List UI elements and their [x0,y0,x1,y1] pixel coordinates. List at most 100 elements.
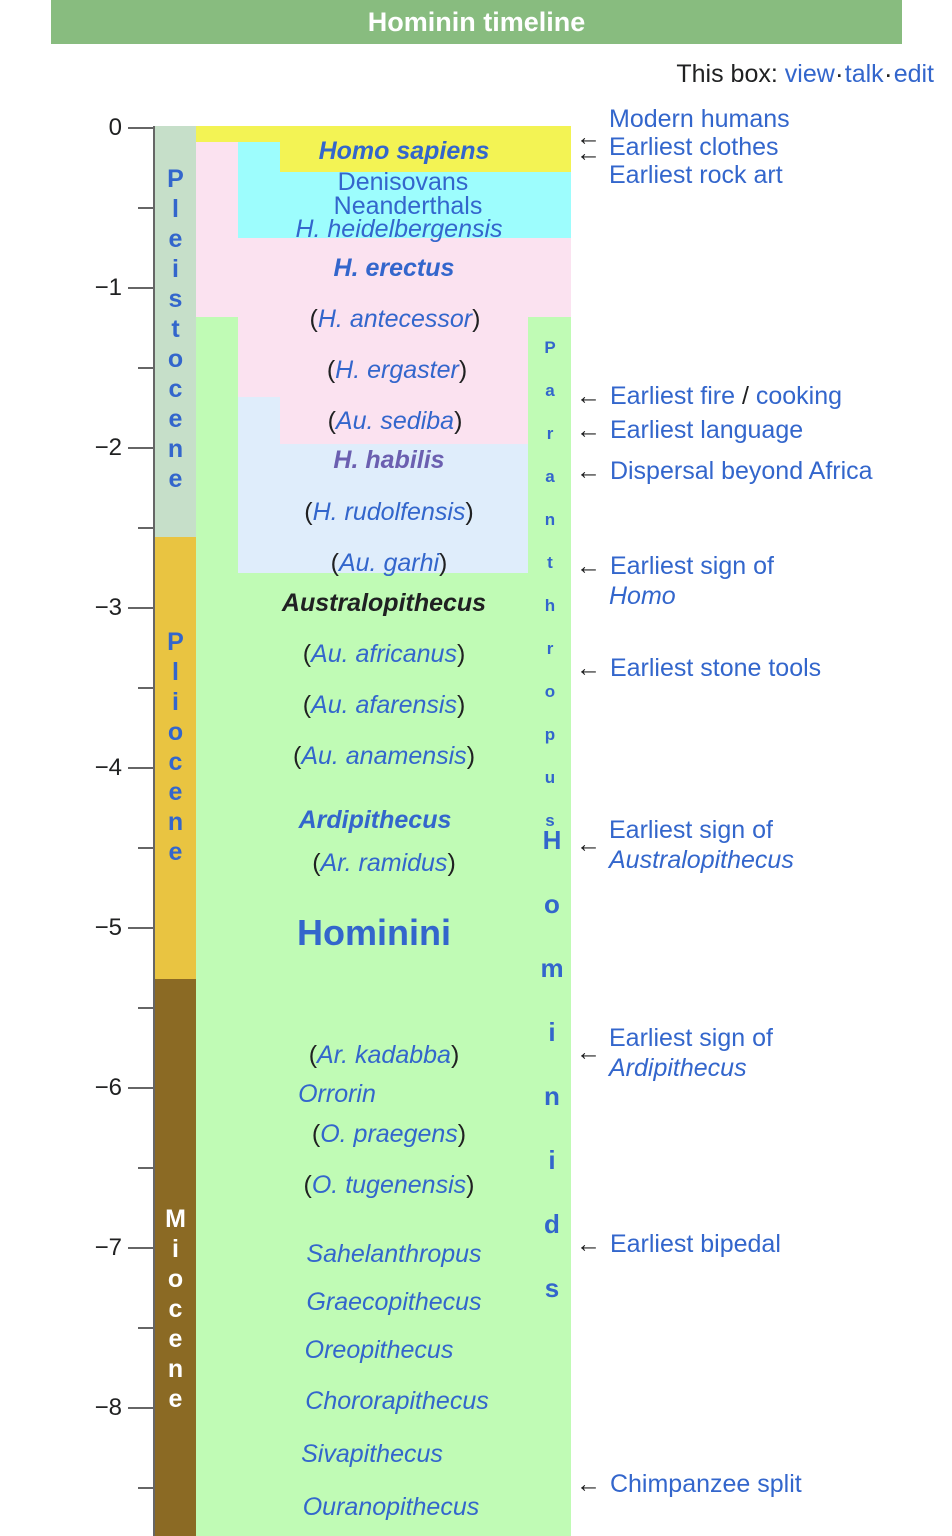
hominids-letter: s [544,1273,560,1303]
taxon-heidelbergensis[interactable]: H. heidelbergensis [295,215,503,243]
arrow-icon: ← [576,1230,601,1258]
taxon-ergaster-link[interactable]: H. ergaster [335,356,459,384]
tick-8 [128,1407,154,1409]
tick-minor [138,687,154,689]
taxon-rudolfensis: (H. rudolfensis) [304,498,474,526]
taxon-anamensis-link[interactable]: Au. anamensis [301,742,467,770]
taxon-afarensis-link[interactable]: Au. afarensis [311,691,457,719]
event-earliest-clothes: Earliest clothes [609,132,779,162]
taxon-denisovans[interactable]: Denisovans [337,168,469,196]
epoch-letter: e [168,1385,183,1413]
tick-minor [138,1007,154,1009]
tick-1 [128,287,154,289]
tick-6 [128,1087,154,1089]
taxon-ardipithecus[interactable]: Ardipithecus [298,806,452,834]
event-earliest-australopithecus-link[interactable]: Earliest sign of [609,816,773,844]
event-earliest-bipedal-link[interactable]: Earliest bipedal [609,1230,781,1258]
event-earliest-bipedal: ← Earliest bipedal [576,1229,781,1259]
taxon-rudolfensis-link[interactable]: H. rudolfensis [312,498,466,526]
taxon-praegens-link[interactable]: O. praegens [320,1120,458,1148]
taxon-sahelanthropus[interactable]: Sahelanthropus [306,1240,482,1268]
paranthropus-letter: P [544,338,556,357]
event-earliest-rock-art-link[interactable]: Earliest rock art [609,161,783,189]
taxon-kadabba-link[interactable]: Ar. kadabba [317,1041,451,1069]
taxon-neanderthals[interactable]: Neanderthals [333,192,483,220]
event-cooking-link[interactable]: cooking [755,382,843,410]
event-modern-humans: Modern humans [609,104,790,134]
event-earliest-fire-link[interactable]: Earliest fire [609,382,735,410]
edit-link[interactable]: edit [893,60,934,88]
taxon-ouranopithecus[interactable]: Ouranopithecus [302,1493,480,1521]
event-chimpanzee-split-link[interactable]: Chimpanzee split [609,1470,802,1498]
epoch-letter: e [168,1325,183,1353]
event-dispersal: ← Dispersal beyond Africa [576,456,873,486]
event-australopithecus-name[interactable]: Australopithecus [609,846,794,874]
taxon-sivapithecus[interactable]: Sivapithecus [301,1440,443,1468]
tick-label-4: −4 [94,754,122,781]
epoch-letter: P [167,165,184,193]
taxon-orrorin[interactable]: Orrorin [298,1080,376,1108]
paranthropus-letter: n [544,510,556,529]
hominids-letter: i [548,1145,556,1175]
taxon-ergaster: (H. ergaster) [326,356,468,384]
tick-7 [128,1247,154,1249]
event-ardipithecus-name[interactable]: Ardipithecus [609,1054,747,1082]
arrow-icon: ← [576,457,601,485]
view-link[interactable]: view [784,60,835,88]
paranthropus-letter: h [544,596,556,615]
box-links-prefix: This box: [676,60,778,88]
taxon-chororapithecus[interactable]: Chororapithecus [305,1387,489,1415]
tick-minor [138,1167,154,1169]
taxon-garhi: (Au. garhi) [330,549,448,577]
epoch-letter: s [168,285,183,313]
epoch-letter: P [167,628,184,656]
taxon-habilis[interactable]: H. habilis [333,446,445,474]
paranthropus-letter: p [544,725,556,744]
event-dispersal-link[interactable]: Dispersal beyond Africa [609,457,873,485]
epoch-letter: e [168,465,183,493]
taxon-africanus-link[interactable]: Au. africanus [311,640,457,668]
taxon-erectus[interactable]: H. erectus [333,254,455,282]
arrow-icon: ← [576,416,601,444]
taxon-graecopithecus[interactable]: Graecopithecus [306,1288,482,1316]
hominids-letter: o [544,889,560,919]
event-earliest-ardipithecus-link[interactable]: Earliest sign of [609,1024,773,1052]
arrow-icon: ← [576,139,601,167]
sapiens-region [280,126,571,172]
epoch-letter: e [168,838,183,866]
taxon-australopithecus[interactable]: Australopithecus [281,589,487,617]
taxon-garhi-link[interactable]: Au. garhi [338,549,440,577]
taxon-antecessor-link[interactable]: H. antecessor [317,305,473,333]
taxon-hominini[interactable]: Hominini [297,912,451,953]
talk-link[interactable]: talk [844,60,884,88]
epoch-letter: c [168,1295,183,1323]
event-earliest-clothes-link[interactable]: Earliest clothes [609,133,779,161]
event-homo-name[interactable]: Homo [609,582,676,610]
taxon-oreopithecus[interactable]: Oreopithecus [304,1336,454,1364]
taxon-homo-sapiens[interactable]: Homo sapiens [318,137,490,165]
event-earliest-language-link[interactable]: Earliest language [609,416,804,444]
tick-label-6: −6 [94,1074,122,1101]
arrow-icon: ← [576,552,601,580]
paranthropus-letter: a [545,381,555,400]
event-modern-humans-link[interactable]: Modern humans [609,105,790,133]
taxon-sediba-link[interactable]: Au. sediba [335,407,455,435]
event-earliest-ardipithecus: Earliest sign of [609,1023,773,1053]
epoch-letter: i [172,688,179,716]
tick-2 [128,447,154,449]
event-earliest-homo-link[interactable]: Earliest sign of [609,552,774,580]
taxon-tugenensis-link[interactable]: O. tugenensis [311,1171,467,1199]
taxon-ramidus-link[interactable]: Ar. ramidus [320,849,448,877]
hominids-letter: m [540,953,564,983]
event-stone-tools-link[interactable]: Earliest stone tools [609,654,822,682]
taxon-afarensis: (Au. afarensis) [302,691,466,719]
taxon-tugenensis: (O. tugenensis) [303,1171,475,1199]
